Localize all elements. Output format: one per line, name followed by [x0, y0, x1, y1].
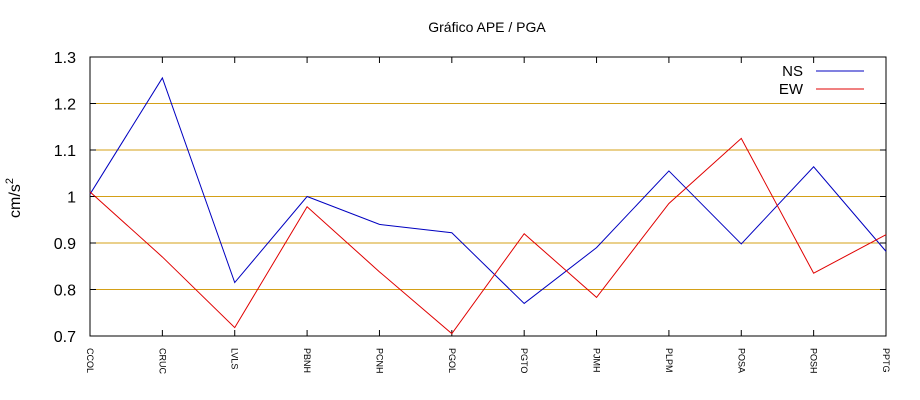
- x-tick-label: PLPM: [664, 348, 674, 373]
- x-tick-label: PPTG: [881, 348, 891, 373]
- x-tick-label: POSA: [736, 348, 746, 373]
- x-tick-label: PJMH: [592, 348, 602, 373]
- x-tick-label: CCOL: [85, 348, 95, 373]
- x-axis: CCOL CRUC LVLS PBNH PCNH PGOL PGTO PJMH PLPM POSA…: [85, 57, 891, 374]
- x-tick-label: LVLS: [230, 348, 240, 369]
- y-tick-label: 1: [67, 190, 76, 207]
- y-tick-label: 1.3: [54, 50, 76, 67]
- series-group: [89, 76, 887, 335]
- y-tick-label: 0.7: [54, 329, 76, 346]
- x-tick-label: CRUC: [157, 348, 167, 374]
- chart-title: Gráfico APE / PGA: [428, 19, 546, 35]
- y-tick-label: 0.9: [54, 236, 76, 253]
- y-axis-label: cm/s2: [4, 178, 24, 218]
- y-tick-label: 1.2: [54, 97, 76, 114]
- y-axis: 0.7 0.8 0.9 1 1.1 1.2 1.3: [54, 50, 886, 346]
- series-line-ns: [89, 76, 887, 305]
- grid: [90, 103, 886, 290]
- x-tick-label: PCNH: [374, 348, 384, 374]
- x-tick-label: PGTO: [519, 348, 529, 373]
- legend-label: EW: [779, 81, 804, 98]
- y-tick-label: 0.8: [54, 283, 76, 300]
- y-tick-label: 1.1: [54, 143, 76, 160]
- legend-label: NS: [782, 63, 803, 80]
- x-tick-label: PBNH: [302, 348, 312, 373]
- series-line-ew: [89, 137, 887, 335]
- x-tick-label: PGOL: [447, 348, 457, 373]
- x-tick-label: POSH: [809, 348, 819, 374]
- y-axis-label-exponent: 2: [4, 178, 16, 184]
- y-axis-label-unit: cm/s: [7, 184, 24, 218]
